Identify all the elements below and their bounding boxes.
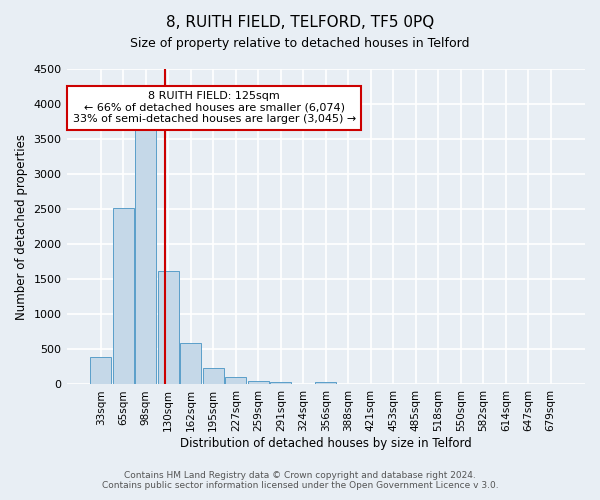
Bar xyxy=(90,357,112,384)
Bar xyxy=(225,378,247,384)
Bar xyxy=(270,382,292,384)
Bar xyxy=(248,380,269,384)
Text: Contains HM Land Registry data © Crown copyright and database right 2024.
Contai: Contains HM Land Registry data © Crown c… xyxy=(101,470,499,490)
X-axis label: Distribution of detached houses by size in Telford: Distribution of detached houses by size … xyxy=(180,437,472,450)
Bar xyxy=(113,208,134,384)
Text: Size of property relative to detached houses in Telford: Size of property relative to detached ho… xyxy=(130,38,470,51)
Bar xyxy=(315,382,337,384)
Bar xyxy=(158,271,179,384)
Bar xyxy=(203,368,224,384)
Y-axis label: Number of detached properties: Number of detached properties xyxy=(15,134,28,320)
Text: 8, RUITH FIELD, TELFORD, TF5 0PQ: 8, RUITH FIELD, TELFORD, TF5 0PQ xyxy=(166,15,434,30)
Text: 8 RUITH FIELD: 125sqm
← 66% of detached houses are smaller (6,074)
33% of semi-d: 8 RUITH FIELD: 125sqm ← 66% of detached … xyxy=(73,91,356,124)
Bar xyxy=(180,343,202,384)
Bar xyxy=(135,125,157,384)
